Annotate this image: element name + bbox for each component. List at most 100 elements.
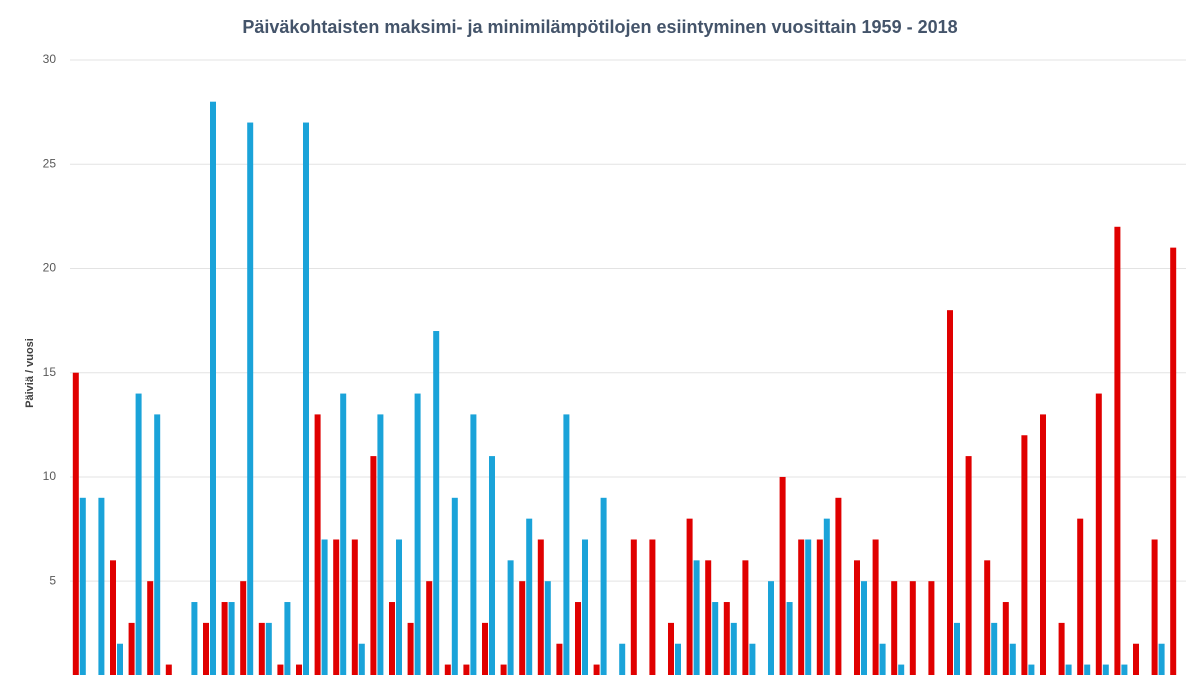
- bar: [519, 581, 526, 675]
- bar: [444, 664, 451, 675]
- bar: [203, 622, 209, 675]
- bar: [165, 664, 172, 675]
- bar: [1095, 393, 1102, 675]
- bar: [128, 622, 135, 675]
- bar: [805, 539, 812, 675]
- bar: [1170, 247, 1177, 675]
- bar: [1133, 643, 1139, 675]
- bar: [749, 643, 756, 675]
- bar: [686, 518, 693, 675]
- y-tick-label: 20: [43, 261, 57, 275]
- bar: [984, 560, 991, 675]
- bar: [258, 622, 265, 675]
- bar: [377, 414, 384, 675]
- bar: [723, 602, 730, 675]
- bar: [928, 581, 935, 675]
- chart-title: Päiväkohtaisten maksimi- ja minimilämpöt…: [242, 17, 957, 37]
- bar: [1151, 539, 1158, 675]
- bar: [786, 602, 793, 675]
- bar: [296, 664, 302, 675]
- y-tick-label: 5: [49, 573, 56, 587]
- bar: [507, 560, 514, 675]
- bar: [854, 560, 860, 675]
- bar: [463, 664, 470, 675]
- bar: [823, 518, 830, 675]
- bar: [668, 622, 674, 675]
- bar: [98, 497, 105, 675]
- bar: [426, 581, 433, 675]
- bar: [630, 539, 637, 675]
- bar: [210, 101, 216, 675]
- bar: [358, 643, 365, 675]
- bar: [221, 602, 228, 675]
- bar: [556, 643, 563, 675]
- bar: [526, 518, 533, 675]
- bar: [798, 539, 805, 675]
- bar: [1158, 643, 1165, 675]
- bar: [110, 560, 116, 675]
- bar: [582, 539, 588, 675]
- bar: [705, 560, 712, 675]
- bar: [1009, 643, 1016, 675]
- bar: [965, 456, 972, 675]
- bar: [835, 497, 842, 675]
- bar: [414, 393, 421, 675]
- bar: [277, 664, 284, 675]
- bar: [593, 664, 600, 675]
- bar: [284, 602, 291, 675]
- bar: [768, 581, 774, 675]
- bar: [675, 643, 681, 675]
- bar: [117, 643, 123, 675]
- bar: [544, 581, 551, 675]
- bar: [333, 539, 340, 675]
- bar: [1121, 664, 1128, 675]
- bar: [1084, 664, 1091, 675]
- bar: [991, 622, 998, 675]
- bar: [147, 581, 154, 675]
- bar: [1040, 414, 1046, 675]
- bar: [340, 393, 347, 675]
- bar: [600, 497, 607, 675]
- bar: [303, 122, 309, 675]
- bar: [1102, 664, 1109, 675]
- bar: [872, 539, 879, 675]
- bar: [433, 331, 440, 675]
- bar: [1114, 226, 1121, 675]
- bar: [79, 497, 86, 675]
- bar: [314, 414, 321, 675]
- bar: [370, 456, 377, 675]
- bar: [649, 539, 656, 675]
- bar: [909, 581, 916, 675]
- bar: [712, 602, 719, 675]
- bar: [228, 602, 235, 675]
- bar: [879, 643, 886, 675]
- bar: [135, 393, 142, 675]
- bar: [351, 539, 358, 675]
- bar: [537, 539, 544, 675]
- bar: [575, 602, 581, 675]
- y-axis-label: Päiviä / vuosi: [24, 338, 36, 408]
- bar: [72, 372, 79, 675]
- bar: [389, 602, 395, 675]
- bar: [396, 539, 402, 675]
- y-tick-label: 15: [43, 365, 57, 379]
- bar: [693, 560, 700, 675]
- bar: [816, 539, 823, 675]
- y-tick-label: 25: [43, 156, 57, 170]
- bar: [1028, 664, 1035, 675]
- bar: [470, 414, 477, 675]
- bar: [891, 581, 898, 675]
- bar: [240, 581, 247, 675]
- bar: [779, 476, 786, 675]
- bar: [191, 602, 198, 675]
- bar: [489, 456, 495, 675]
- bar: [954, 622, 960, 675]
- bar: [154, 414, 161, 675]
- bar: [451, 497, 458, 675]
- bar: [1077, 518, 1084, 675]
- bar: [500, 664, 507, 675]
- bar: [1002, 602, 1009, 675]
- bar: [482, 622, 488, 675]
- bar: [407, 622, 414, 675]
